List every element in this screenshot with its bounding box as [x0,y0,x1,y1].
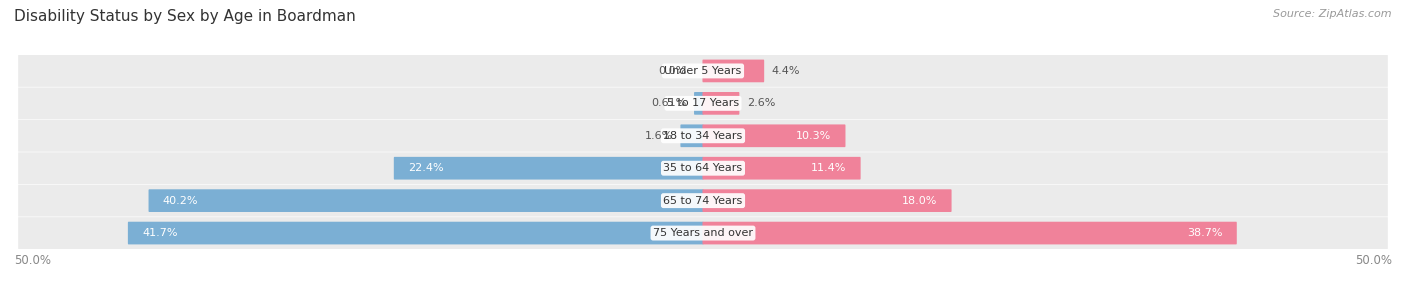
FancyBboxPatch shape [703,157,860,180]
Text: 35 to 64 Years: 35 to 64 Years [664,163,742,173]
Text: 4.4%: 4.4% [772,66,800,76]
FancyBboxPatch shape [18,88,1388,119]
FancyBboxPatch shape [703,92,740,115]
FancyBboxPatch shape [18,55,1388,87]
Text: 41.7%: 41.7% [142,228,177,238]
FancyBboxPatch shape [18,217,1388,249]
FancyBboxPatch shape [128,222,703,244]
Text: 0.61%: 0.61% [651,98,686,108]
FancyBboxPatch shape [703,124,845,147]
Text: 50.0%: 50.0% [1355,254,1392,267]
Text: 75 Years and over: 75 Years and over [652,228,754,238]
Text: Source: ZipAtlas.com: Source: ZipAtlas.com [1274,9,1392,19]
Text: 1.6%: 1.6% [644,131,672,141]
Text: 65 to 74 Years: 65 to 74 Years [664,196,742,206]
Text: 18.0%: 18.0% [901,196,938,206]
FancyBboxPatch shape [18,185,1388,216]
FancyBboxPatch shape [18,152,1388,184]
FancyBboxPatch shape [695,92,703,115]
Text: 50.0%: 50.0% [14,254,51,267]
FancyBboxPatch shape [394,157,703,180]
Text: Disability Status by Sex by Age in Boardman: Disability Status by Sex by Age in Board… [14,9,356,24]
Text: 2.6%: 2.6% [747,98,776,108]
Text: Under 5 Years: Under 5 Years [665,66,741,76]
Text: 11.4%: 11.4% [811,163,846,173]
Text: 5 to 17 Years: 5 to 17 Years [666,98,740,108]
FancyBboxPatch shape [703,222,1237,244]
Text: 38.7%: 38.7% [1187,228,1222,238]
Text: 0.0%: 0.0% [658,66,686,76]
FancyBboxPatch shape [703,60,765,82]
FancyBboxPatch shape [681,124,703,147]
Text: 40.2%: 40.2% [163,196,198,206]
Text: 22.4%: 22.4% [408,163,444,173]
Text: 10.3%: 10.3% [796,131,831,141]
Text: 18 to 34 Years: 18 to 34 Years [664,131,742,141]
FancyBboxPatch shape [18,120,1388,152]
FancyBboxPatch shape [149,189,703,212]
FancyBboxPatch shape [703,189,952,212]
